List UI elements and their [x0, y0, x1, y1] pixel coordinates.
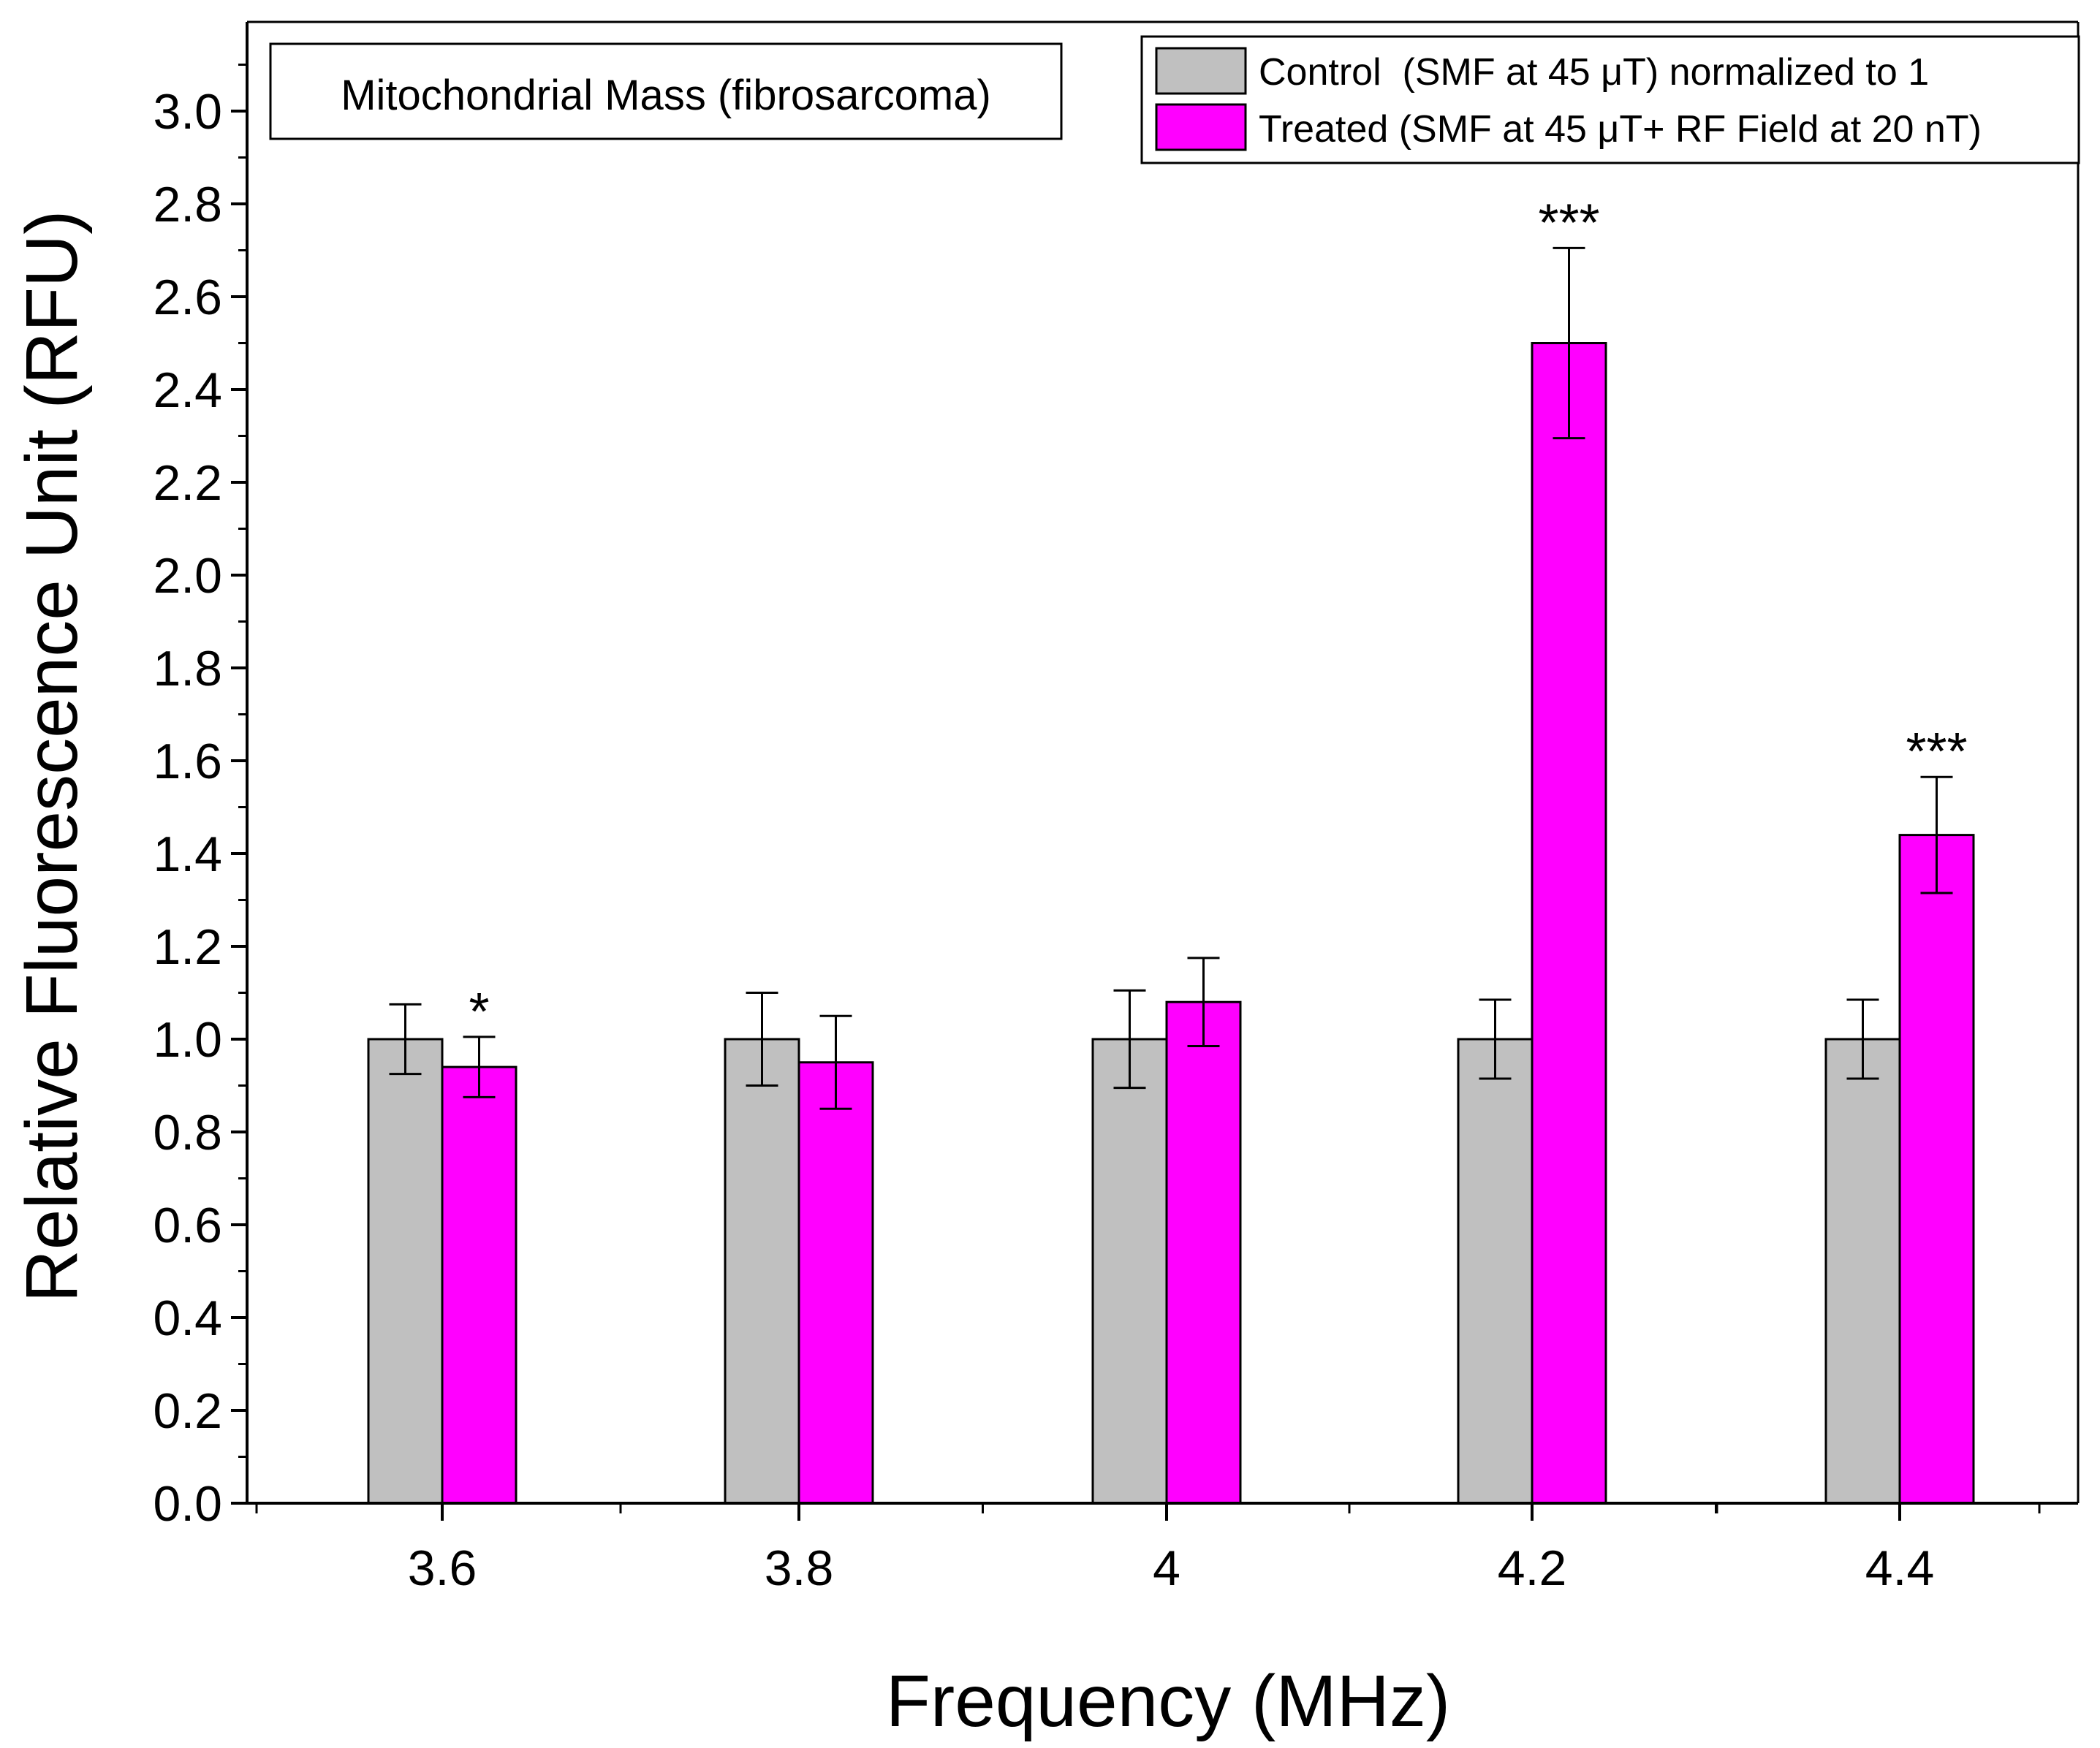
bar-treated-4.2: [1531, 342, 1607, 1505]
y-tick-label: 2.4: [153, 362, 222, 418]
chart-title: Mitochondrial Mass (fibrosarcoma): [341, 72, 991, 119]
y-tick-label: 1.2: [153, 919, 222, 975]
chart-title-box: Mitochondrial Mass (fibrosarcoma): [269, 42, 1063, 140]
bar-treated-3.6: [441, 1065, 518, 1505]
x-tick-label: 4.2: [1498, 1540, 1567, 1596]
significance-marker: *: [469, 983, 489, 1041]
legend-swatch-treated: [1155, 103, 1247, 151]
y-tick-label: 2.6: [153, 270, 222, 325]
y-axis-title: Relative Fluorescence Unit (RFU): [11, 210, 93, 1303]
x-tick-label: 4: [1153, 1540, 1180, 1596]
y-tick-label: 1.8: [153, 641, 222, 696]
x-tick-label: 3.8: [765, 1540, 834, 1596]
significance-layer: *******: [469, 194, 1967, 1041]
y-tick-label: 2.2: [153, 455, 222, 511]
y-tick-label: 1.4: [153, 826, 222, 882]
y-tick-label: 0.0: [153, 1476, 222, 1532]
bar-control-4.2: [1457, 1038, 1534, 1505]
error-bars-layer: [389, 246, 1953, 1110]
bar-control-3.6: [367, 1038, 444, 1505]
y-tick-label: 0.8: [153, 1105, 222, 1160]
bar-treated-4.4: [1898, 834, 1975, 1505]
y-tick-label: 1.6: [153, 734, 222, 789]
ticks-layer: 0.0 0.2 0.4 0.6 0.8 1.0 1.2 1.4 1.6 1.8 2.0 2.2 2.4 2…: [153, 64, 2041, 1596]
y-tick-label: 2.8: [153, 177, 222, 232]
axes-layer: [246, 20, 2080, 1505]
significance-marker: ***: [1538, 194, 1599, 252]
legend: Control (SMF at 45 μT) normalized to 1 T…: [1140, 35, 2080, 164]
bar-control-3.8: [724, 1038, 800, 1505]
y-tick-label: 1.0: [153, 1012, 222, 1068]
x-axis-title: Frequency (MHz): [886, 1660, 1450, 1742]
legend-label-treated: Treated (SMF at 45 μT+ RF Field at 20 nT…: [1259, 108, 1982, 151]
y-tick-label: 3.0: [153, 84, 222, 140]
x-tick-label: 3.6: [408, 1540, 477, 1596]
bars-layer: [367, 342, 1975, 1505]
y-tick-label: 0.2: [153, 1383, 222, 1439]
y-tick-label: 0.6: [153, 1198, 222, 1253]
bar-treated-4: [1165, 1000, 1242, 1505]
y-tick-label: 2.0: [153, 548, 222, 604]
legend-swatch-control: [1155, 47, 1247, 95]
legend-label-control: Control (SMF at 45 μT) normalized to 1: [1259, 51, 1929, 94]
x-tick-label: 4.4: [1865, 1540, 1935, 1596]
y-tick-label: 0.4: [153, 1291, 222, 1346]
significance-marker: ***: [1906, 723, 1967, 781]
bar-control-4.4: [1824, 1038, 1901, 1505]
bar-treated-3.8: [797, 1061, 874, 1505]
bar-control-4: [1091, 1038, 1168, 1505]
